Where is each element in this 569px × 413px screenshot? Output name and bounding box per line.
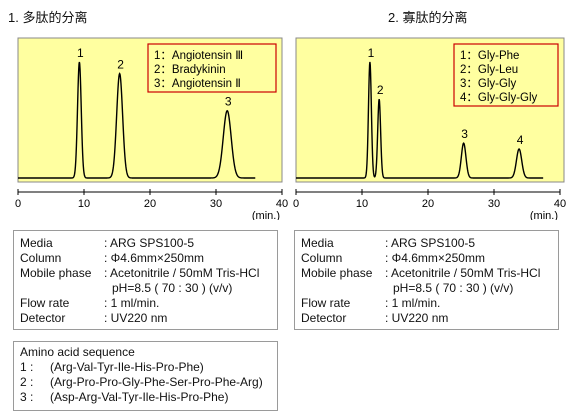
conditions-panel-right: Media : ARG SPS100-5 Column : Φ4.6mm×250mm… <box>294 230 559 330</box>
sequence-text: (Arg-Pro-Pro-Gly-Phe-Ser-Pro-Phe-Arg) <box>50 375 263 389</box>
peak-label: 4 <box>517 133 524 147</box>
detector-value: : UV220 nm <box>385 311 449 325</box>
media-value: : ARG SPS100-5 <box>385 236 476 250</box>
right-chart-title: 2. 寡肽的分离 <box>388 10 468 25</box>
sequence-number: 3 : <box>20 390 34 404</box>
peak-label: 1 <box>77 46 84 60</box>
x-tick-label: 10 <box>356 198 368 210</box>
x-axis-label: (min.) <box>530 210 558 220</box>
x-tick-label: 30 <box>210 198 222 210</box>
legend-entry: 1：Angiotensin Ⅲ <box>154 50 243 62</box>
legend-entry: 2：Gly-Leu <box>460 64 518 76</box>
sequence-text: (Arg-Val-Tyr-Ile-His-Pro-Phe) <box>50 360 204 374</box>
detector-value: : UV220 nm <box>104 311 168 325</box>
chromatogram-right: 123 40 10 20 30 40(min.)1：Gly-Phe2：Gly-Leu3：G… <box>293 37 566 220</box>
flow-rate-value: : 1 ml/min. <box>385 296 441 310</box>
amino-acid-sequence-panel: Amino acid sequence 1 : (Arg-Val-Tyr-Ile-… <box>13 341 278 411</box>
legend-entry: 2：Bradykinin <box>154 64 226 76</box>
conditions-panel-left: Media : ARG SPS100-5 Column : Φ4.6mm×250mm… <box>13 230 278 330</box>
sequence-text: (Asp-Arg-Val-Tyr-Ile-His-Pro-Phe) <box>50 390 229 404</box>
column-label: Column <box>20 251 62 265</box>
mobile-phase-value: : Acetonitrile / 50mM Tris-HCl <box>104 266 260 280</box>
sequence-number: 1 : <box>20 360 34 374</box>
x-tick-label: 40 <box>276 198 288 210</box>
x-tick-label: 40 <box>554 198 566 210</box>
chromatogram-trace <box>18 61 256 179</box>
column-label: Column <box>301 251 343 265</box>
mobile-phase-label: Mobile phase <box>301 266 373 280</box>
peak-label: 3 <box>461 127 468 141</box>
media-label: Media <box>20 236 53 250</box>
peak-label: 3 <box>225 95 232 109</box>
left-chart-title: 1. 多肽的分离 <box>8 10 88 25</box>
legend-box <box>147 43 277 93</box>
x-tick-label: 20 <box>144 198 156 210</box>
legend-entry: 3：Angiotensin Ⅱ <box>154 78 241 90</box>
x-tick-label: 20 <box>422 198 434 210</box>
x-tick-label: 30 <box>488 198 500 210</box>
x-tick-label: 10 <box>78 198 90 210</box>
peak-label: 1 <box>368 46 375 60</box>
flow-rate-label: Flow rate <box>301 296 351 310</box>
legend-entry: 4：Gly-Gly-Gly <box>460 92 538 104</box>
flow-rate-label: Flow rate <box>20 296 70 310</box>
media-label: Media <box>301 236 334 250</box>
x-axis-label: (min.) <box>252 210 280 220</box>
peak-label: 2 <box>117 58 124 72</box>
chromatogram-trace <box>296 61 544 179</box>
mobile-phase-value: : Acetonitrile / 50mM Tris-HCl <box>385 266 541 280</box>
mobile-phase-ratio: pH=8.5 ( 70 : 30 ) (v/v) <box>112 281 233 295</box>
legend-entry: 1：Gly-Phe <box>460 50 519 62</box>
legend-entry: 3：Gly-Gly <box>460 78 516 90</box>
column-value: : Φ4.6mm×250mm <box>104 251 204 265</box>
peak-label: 2 <box>377 83 384 97</box>
legend-box <box>453 43 559 107</box>
mobile-phase-ratio: pH=8.5 ( 70 : 30 ) (v/v) <box>393 281 514 295</box>
media-value: : ARG SPS100-5 <box>104 236 195 250</box>
detector-label: Detector <box>20 311 66 325</box>
sequence-number: 2 : <box>20 375 34 389</box>
column-value: : Φ4.6mm×250mm <box>385 251 485 265</box>
x-tick-label: 0 <box>293 198 299 210</box>
mobile-phase-label: Mobile phase <box>20 266 92 280</box>
sequence-title: Amino acid sequence <box>20 345 135 359</box>
detector-label: Detector <box>301 311 347 325</box>
x-tick-label: 0 <box>15 198 21 210</box>
flow-rate-value: : 1 ml/min. <box>104 296 160 310</box>
